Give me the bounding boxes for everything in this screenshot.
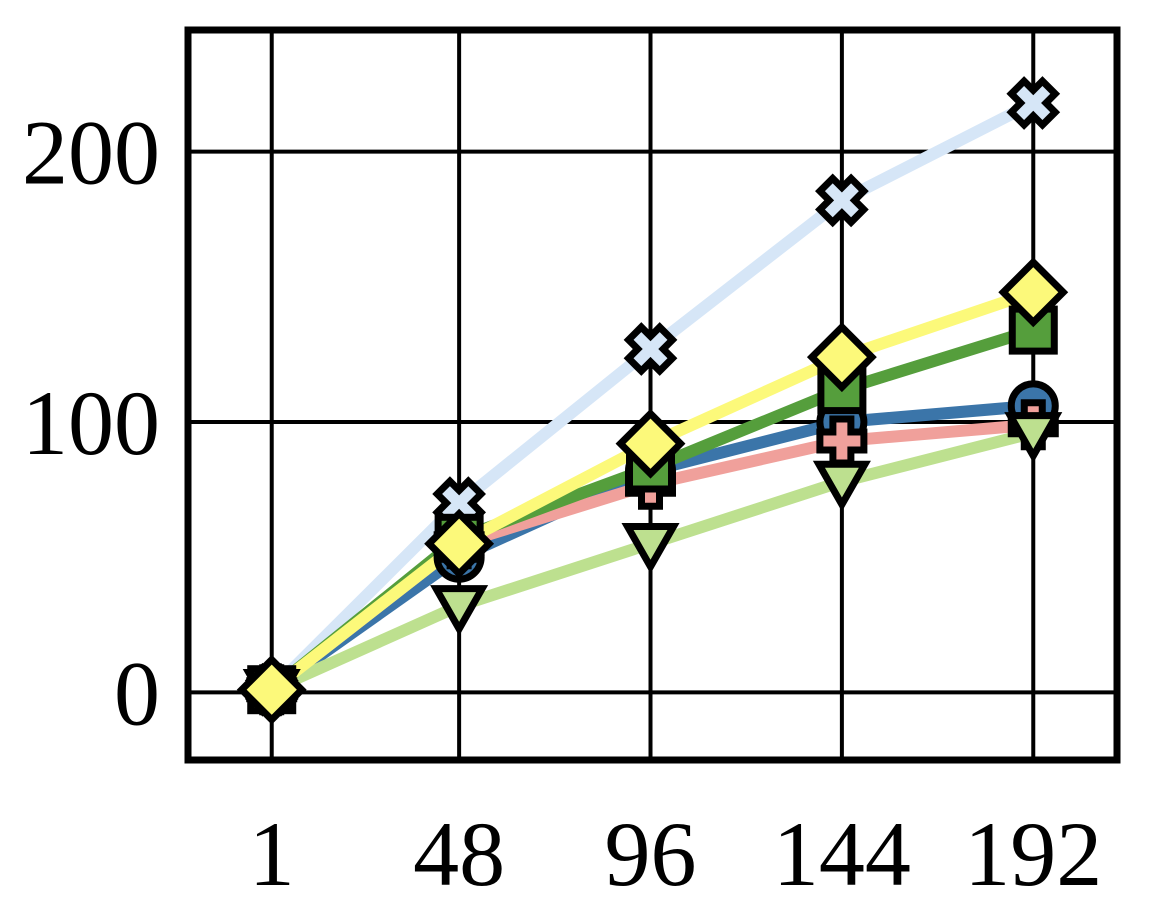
x-tick-label: 192 [964, 803, 1102, 900]
series-3-point-4 [1004, 412, 1063, 463]
x-tick-label: 96 [605, 803, 697, 900]
series-3-point-3 [812, 460, 871, 512]
series-4-point-4 [1008, 305, 1058, 355]
series-5-point-2 [615, 408, 686, 479]
y-tick-label: 200 [22, 102, 160, 204]
x-tick-label: 48 [413, 803, 505, 900]
x-tick-label: 144 [773, 803, 911, 900]
series-0-point-3 [815, 173, 869, 228]
series-5-point-0 [236, 654, 307, 725]
tick-labels: 1 48 96 144 192 0 100 200 [22, 102, 1102, 900]
series-0-point-2 [623, 322, 678, 376]
axes [184, 26, 1121, 764]
series-markers [236, 76, 1069, 725]
x-tick-label: 1 [249, 803, 295, 900]
y-tick-label: 100 [22, 372, 160, 474]
series-3-point-2 [621, 522, 680, 574]
series-5-point-1 [424, 508, 495, 579]
series-3-point-1 [430, 585, 489, 636]
y-tick-label: 0 [114, 642, 160, 744]
series-5-point-3 [806, 322, 877, 393]
series-5-point-4 [998, 257, 1069, 328]
plot-frame [184, 26, 1121, 764]
series-0-point-4 [1006, 76, 1061, 130]
